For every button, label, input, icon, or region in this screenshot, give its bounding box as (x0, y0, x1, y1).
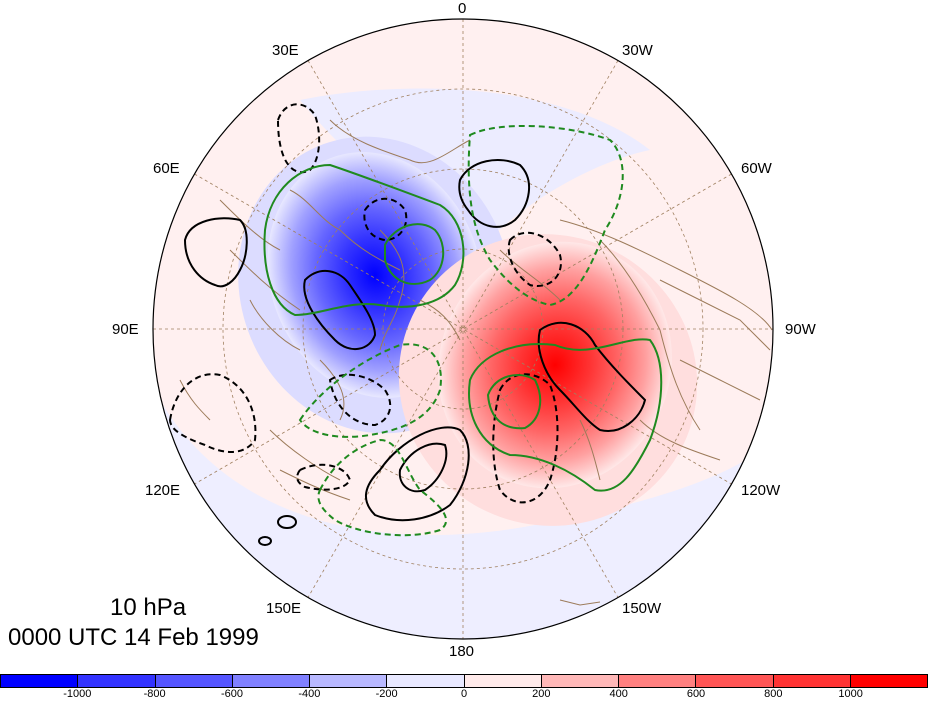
longitude-label-30w: 30W (622, 42, 653, 59)
green-contour-dashed (467, 124, 624, 307)
colorbar-tick-label: 0 (460, 688, 468, 700)
longitude-label-180: 180 (449, 643, 475, 660)
longitude-label-60w: 60W (741, 160, 772, 177)
colorbar-segment (78, 675, 156, 687)
colorbar-tick-label: 1000 (838, 688, 863, 700)
colorbar-segment (464, 675, 542, 687)
colorbar-segment (850, 675, 927, 687)
black-contours (183, 159, 647, 546)
colorbar-segment (310, 675, 388, 687)
black-contour-dashed (363, 197, 408, 242)
colorbar-segment (232, 675, 310, 687)
colorbar-tick-label: 600 (686, 688, 706, 700)
colorbar-segment (773, 675, 851, 687)
colorbar-segment (619, 675, 697, 687)
black-contour-solid (365, 426, 470, 522)
green-contour-solid (384, 223, 445, 285)
colorbar-tick-label: 400 (609, 688, 628, 700)
green-dashed-contours (298, 124, 624, 537)
longitude-label-150e: 150E (266, 600, 302, 617)
longitude-label-120e: 120E (145, 482, 181, 499)
colorbar-tick-label: -400 (298, 688, 321, 700)
pale-negative-band (153, 400, 773, 639)
longitude-label-60e: 60E (153, 160, 180, 177)
title-time: 0000 UTC 14 Feb 1999 (8, 624, 259, 651)
green-contour-solid (263, 163, 465, 317)
longitude-label-0: 0 (458, 0, 467, 17)
black-contour-dashed (276, 103, 321, 174)
black-contour-solid (458, 159, 531, 228)
green-contours (263, 163, 663, 492)
colorbar-tick-label: -800 (143, 688, 166, 700)
black-contour-solid (303, 270, 377, 350)
positive-anomaly-core (438, 241, 672, 489)
colorbar-segment (541, 675, 619, 687)
colorbar-segment (387, 675, 465, 687)
green-contour-dashed (298, 343, 442, 438)
shaded-field (153, 19, 773, 639)
colorbar (0, 674, 928, 688)
colorbar-tick-label: -600 (220, 688, 244, 700)
green-contour-solid (468, 338, 663, 492)
longitude-label-120w: 120W (741, 482, 781, 499)
black-contour-dashed (328, 373, 392, 427)
title-level: 10 hPa (110, 594, 187, 621)
green-contour-dashed (317, 438, 447, 537)
colorbar-tick-label: 800 (764, 688, 783, 700)
black-contour-dashed (296, 463, 352, 491)
black-contour-dashed (492, 373, 559, 504)
longitude-label-90w: 90W (785, 321, 816, 338)
black-contour-solid (258, 536, 272, 546)
black-dashed-contours (168, 103, 562, 504)
green-contour-solid (486, 374, 542, 430)
longitude-label-90e: 90E (112, 321, 139, 338)
black-contour-solid (537, 321, 647, 432)
coastlines (179, 119, 773, 606)
black-contour-solid (277, 515, 297, 529)
colorbar-tick-label: -1000 (63, 688, 92, 700)
black-contour-solid (183, 217, 248, 288)
longitude-label-30e: 30E (272, 42, 299, 59)
colorbar-segment (155, 675, 233, 687)
colorbar-tick-label: -200 (375, 688, 398, 700)
black-contour-solid (398, 442, 448, 493)
longitude-label-150w: 150W (622, 600, 662, 617)
graticule (153, 19, 773, 639)
black-contour-dashed (507, 231, 562, 287)
colorbar-segment (1, 675, 79, 687)
colorbar-tick-label: 200 (532, 688, 551, 700)
pale-negative-band-north (300, 88, 650, 260)
black-contour-dashed (168, 373, 257, 453)
globe-outline (152, 18, 774, 640)
colorbar-segment (696, 675, 774, 687)
